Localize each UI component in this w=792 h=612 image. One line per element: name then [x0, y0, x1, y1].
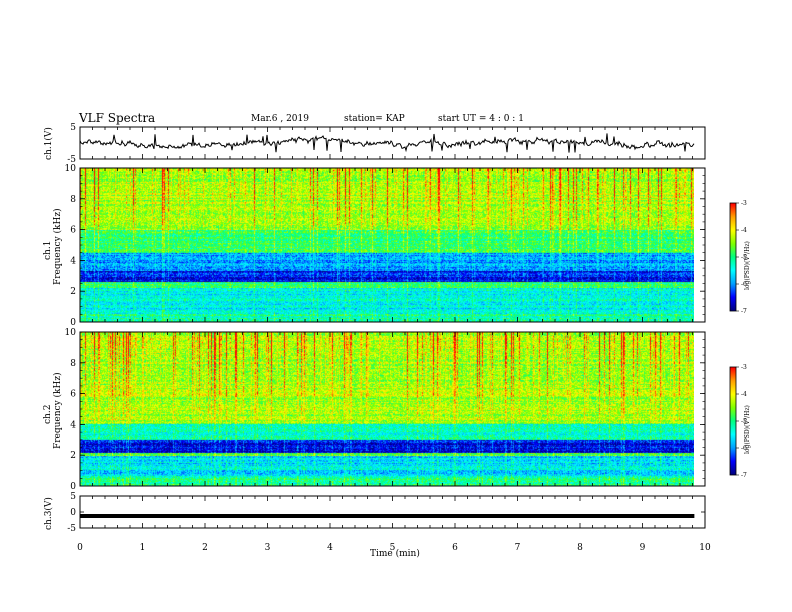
colorbar-tick-label: -5 — [741, 418, 747, 425]
ch1-spectrogram-ylabel-freq: Frequency (kHz) — [53, 208, 63, 285]
y-tick-label: 0 — [70, 318, 76, 328]
y-tick-label: 0 — [70, 508, 76, 518]
colorbar-tick-label: -7 — [741, 472, 747, 479]
ch2-spectrogram-ylabel-channel: ch.2 — [43, 404, 53, 424]
y-tick-label: 0 — [70, 482, 76, 492]
x-tick-label: 4 — [327, 543, 333, 553]
y-tick-label: 4 — [70, 420, 76, 430]
x-tick-label: 10 — [699, 543, 711, 553]
y-tick-label: 6 — [70, 390, 76, 400]
panel-frame-2 — [79, 167, 706, 323]
x-axis-label: Time (min) — [370, 549, 420, 559]
colorbar-tick-label: -6 — [741, 445, 747, 452]
x-tick-label: 3 — [265, 543, 271, 553]
ch3-waveform-ylabel: ch.3(V) — [44, 497, 54, 530]
ch1-spectrogram-ylabel-channel: ch.1 — [43, 240, 53, 260]
figure-title: VLF Spectra — [79, 111, 156, 125]
y-tick-label: -5 — [67, 155, 76, 165]
y-tick-label: 10 — [65, 328, 77, 338]
x-tick-label: 5 — [390, 543, 396, 553]
x-tick-label: 7 — [515, 543, 521, 553]
ch1-colorbar — [730, 203, 736, 311]
y-tick-label: 2 — [70, 287, 76, 297]
ch1-spectrogram-image — [80, 168, 694, 322]
y-tick-label: 6 — [70, 226, 76, 236]
y-tick-label: -5 — [67, 524, 76, 534]
y-tick-label: 8 — [70, 195, 76, 205]
colorbar-tick-label: -5 — [741, 254, 747, 261]
ch2-spectrogram-image — [80, 332, 694, 486]
colorbar-tick-label: -6 — [741, 281, 747, 288]
ch2-colorbar-label: log(PSD)(V²/Hz) — [744, 405, 751, 454]
ch1-waveform-trace — [79, 133, 695, 153]
x-tick-label: 8 — [577, 543, 583, 553]
ch2-spectrogram-ylabel-freq: Frequency (kHz) — [53, 372, 63, 449]
colorbar-tick-label: -3 — [741, 364, 747, 371]
y-tick-label: 5 — [70, 123, 76, 133]
y-tick-label: 4 — [70, 256, 76, 266]
start-time-label: start UT = 4 : 0 : 1 — [438, 114, 524, 124]
ch1-colorbar-label: log(PSD)(V²/Hz) — [744, 241, 751, 290]
colorbar-frame — [729, 366, 737, 476]
colorbar-tick-label: -3 — [741, 200, 747, 207]
colorbar-tick-label: -4 — [741, 391, 747, 398]
x-tick-label: 1 — [140, 543, 146, 553]
x-tick-label: 6 — [452, 543, 458, 553]
panel-frame-3 — [79, 331, 706, 487]
colorbar-tick-label: -7 — [741, 308, 747, 315]
ch2-colorbar — [730, 367, 736, 475]
y-tick-label: 2 — [70, 451, 76, 461]
y-tick-label: 8 — [70, 359, 76, 369]
colorbar-frame — [729, 202, 737, 312]
y-tick-label: 5 — [70, 492, 76, 502]
ch1-waveform-ylabel: ch.1(V) — [44, 127, 54, 160]
date-label: Mar.6 , 2019 — [251, 114, 309, 124]
y-tick-label: 10 — [65, 164, 77, 174]
colorbar-tick-label: -4 — [741, 227, 747, 234]
x-tick-label: 0 — [77, 543, 83, 553]
station-label: station= KAP — [344, 114, 405, 124]
x-tick-label: 9 — [640, 543, 646, 553]
x-tick-label: 2 — [202, 543, 208, 553]
